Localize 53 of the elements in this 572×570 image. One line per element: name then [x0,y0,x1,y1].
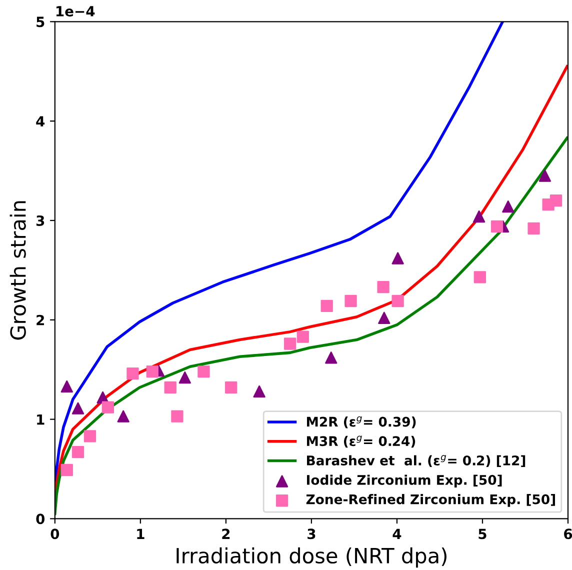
x-tick-label: 1 [137,528,144,539]
point [60,464,73,476]
point [474,271,486,284]
y-axis-title: Growth strain [10,201,26,340]
point [538,170,551,182]
x-tick-label: 2 [222,528,230,539]
point [490,220,504,233]
point [472,210,486,223]
point [224,381,238,394]
legend-label: Zone-Refined Zirconium Exp. [50] [306,494,555,507]
line-series [54,136,568,516]
point [178,371,191,384]
legend-label: M3R (ε$^{g}$= 0.24) [307,436,416,448]
point [198,366,210,378]
point [284,338,296,350]
x-tick-label: 6 [564,528,572,540]
y-tick-label: 4 [36,116,45,126]
point [392,294,404,308]
point [296,330,309,343]
x-tick-label: 5 [478,528,486,540]
point [102,401,114,414]
x-tick-label: 4 [392,528,402,539]
point [60,380,73,393]
point [325,352,338,364]
point [72,402,84,414]
point [171,410,184,422]
y-tick-label: 0 [36,514,45,524]
point [502,200,514,213]
y-tick-label: 1 [37,414,44,425]
point [72,446,84,458]
x-tick-label: 3 [308,528,316,540]
legend-label: M2R (ε$^{g}$= 0.39) [307,416,416,428]
point [550,194,562,207]
point [528,222,540,235]
point [146,366,158,378]
y-tick-label: 5 [36,16,44,28]
point [320,300,333,312]
point [84,430,96,442]
point [117,410,130,422]
y-tick-label: 3 [36,215,44,226]
point [344,294,357,308]
x-axis-title: Irradiation dose (NRT dpa) [176,547,446,568]
point [378,312,390,324]
point [164,381,176,394]
point [126,367,139,380]
x-tick-label: 0 [50,528,60,540]
legend-label: Iodide Zirconium Exp. [50] [307,474,502,488]
point [392,252,404,264]
y-tick-label: 2 [36,314,44,326]
point [253,385,266,398]
text: 1e−4 [56,6,95,16]
legend-label: Barashev et al. (ε$^{g}$= 0.2) [12] [307,455,526,468]
point [377,281,390,294]
